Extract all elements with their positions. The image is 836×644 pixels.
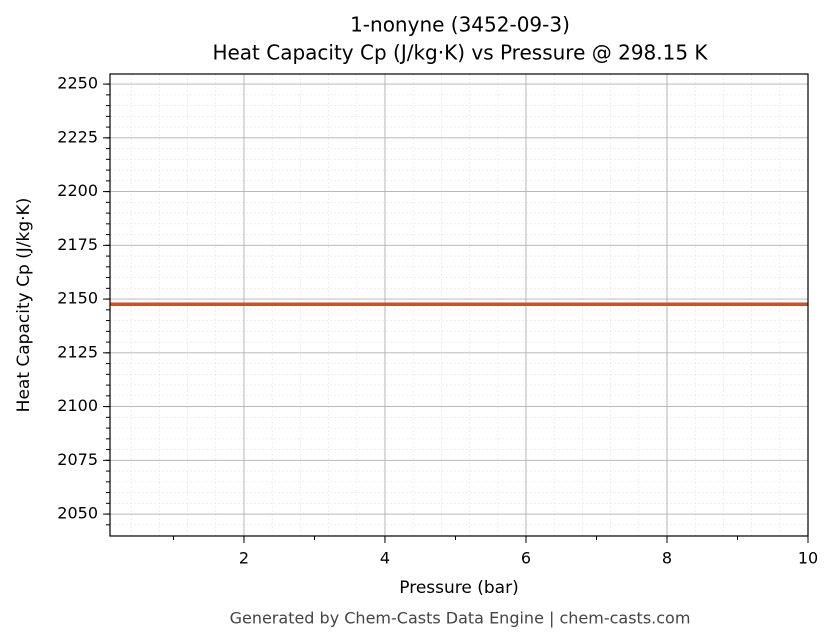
y-tick-label: 2175 xyxy=(57,235,98,254)
x-tick-label: 4 xyxy=(380,549,390,568)
chart-title: 1-nonyne (3452-09-3) xyxy=(350,13,570,37)
y-tick-label: 2075 xyxy=(57,450,98,469)
y-axis-label: Heat Capacity Cp (J/kg·K) xyxy=(14,198,34,413)
x-tick-label: 10 xyxy=(798,549,818,568)
chart-subtitle: Heat Capacity Cp (J/kg·K) vs Pressure @ … xyxy=(212,41,708,65)
y-tick-label: 2100 xyxy=(57,396,98,415)
plot-frame xyxy=(109,73,809,537)
y-tick-label: 2225 xyxy=(57,127,98,146)
y-tick-label: 2150 xyxy=(57,289,98,308)
x-axis-label: Pressure (bar) xyxy=(399,578,518,598)
y-tick-label: 2050 xyxy=(57,504,98,523)
y-tick-label: 2125 xyxy=(57,342,98,361)
x-tick-label: 2 xyxy=(239,549,249,568)
x-tick-label: 6 xyxy=(521,549,531,568)
y-tick-label: 2250 xyxy=(57,74,98,93)
y-tick-label: 2200 xyxy=(57,181,98,200)
footer: Generated by Chem-Casts Data Engine | ch… xyxy=(230,609,691,628)
x-tick-label: 8 xyxy=(662,549,672,568)
